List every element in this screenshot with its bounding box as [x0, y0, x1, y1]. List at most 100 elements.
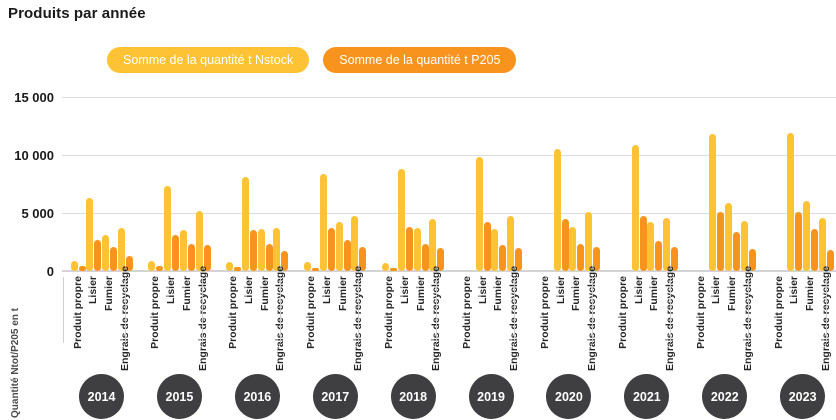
category-label: Lisier	[476, 276, 489, 305]
bar-p205[interactable]	[281, 251, 289, 271]
bar-p205[interactable]	[172, 235, 180, 271]
bar-nstock[interactable]	[226, 261, 234, 271]
bar-nstock[interactable]	[709, 134, 717, 271]
bar-nstock[interactable]	[70, 260, 78, 271]
group-separator	[280, 277, 282, 343]
bar-p205[interactable]	[203, 245, 211, 271]
bar-nstock[interactable]	[569, 226, 577, 271]
bar-nstock[interactable]	[491, 229, 499, 271]
bar-nstock[interactable]	[101, 235, 109, 271]
bar-nstock[interactable]	[257, 229, 265, 271]
bar-p205[interactable]	[327, 228, 335, 271]
bar-p205[interactable]	[499, 245, 507, 271]
bar-p205[interactable]	[795, 211, 803, 271]
bar-p205[interactable]	[312, 267, 320, 271]
bar-nstock[interactable]	[319, 173, 327, 271]
bar-nstock[interactable]	[397, 168, 405, 271]
bar-p205[interactable]	[515, 247, 523, 271]
bar-nstock[interactable]	[148, 260, 156, 271]
bar-p205[interactable]	[265, 244, 273, 271]
category-label: Produit propre	[461, 276, 473, 349]
bar-nstock[interactable]	[195, 210, 203, 271]
bar-nstock[interactable]	[164, 186, 172, 271]
x-axis-line	[62, 270, 836, 272]
year-badge: 2017	[312, 374, 358, 419]
bar-p205[interactable]	[483, 222, 491, 271]
bar-p205[interactable]	[109, 246, 117, 271]
bar-p205[interactable]	[94, 239, 102, 271]
bar-nstock[interactable]	[382, 262, 390, 271]
category-label: Fumier	[570, 276, 583, 312]
bar-p205[interactable]	[234, 266, 242, 271]
bar-nstock[interactable]	[273, 228, 281, 271]
bar-nstock[interactable]	[179, 230, 187, 271]
gridline	[62, 97, 836, 98]
bar-nstock[interactable]	[740, 221, 748, 271]
bar-p205[interactable]	[390, 268, 398, 271]
group-separator	[62, 277, 64, 343]
bar-p205[interactable]	[577, 244, 585, 271]
bar-p205[interactable]	[826, 250, 834, 271]
bar-nstock[interactable]	[647, 222, 655, 271]
bar-nstock[interactable]	[631, 144, 639, 271]
bar-p205[interactable]	[187, 244, 195, 271]
legend-item-nstock[interactable]: Somme de la quantité t Nstock	[107, 47, 310, 73]
category-label: Fumier	[648, 276, 661, 312]
category-label: Lisier	[320, 276, 333, 305]
bar-p205[interactable]	[250, 230, 257, 271]
bar-p205[interactable]	[343, 239, 351, 271]
category-label: Lisier	[243, 276, 255, 305]
bar-p205[interactable]	[733, 231, 741, 271]
bar-p205[interactable]	[405, 226, 413, 271]
bar-p205[interactable]	[593, 246, 600, 271]
category-label: Fumier	[726, 276, 739, 312]
bar-nstock[interactable]	[242, 177, 249, 271]
bar-p205[interactable]	[125, 255, 133, 271]
category-label: Fumier	[258, 276, 271, 312]
bar-nstock[interactable]	[351, 216, 359, 271]
bar-nstock[interactable]	[475, 157, 483, 271]
bar-p205[interactable]	[811, 229, 818, 271]
bar-nstock[interactable]	[429, 218, 437, 271]
category-label: Lisier	[788, 276, 801, 305]
legend-item-p205[interactable]: Somme de la quantité t P205	[323, 47, 517, 73]
group-separator	[202, 277, 204, 343]
y-tick-label: 5 000	[21, 206, 54, 221]
bar-nstock[interactable]	[413, 228, 421, 271]
bar-nstock[interactable]	[585, 211, 592, 271]
bar-nstock[interactable]	[335, 222, 343, 271]
bar-nstock[interactable]	[86, 197, 94, 271]
category-label: Lisier	[554, 276, 567, 305]
gridline	[62, 213, 836, 214]
bar-p205[interactable]	[78, 266, 86, 271]
category-label: Fumier	[804, 276, 816, 312]
bar-p205[interactable]	[421, 244, 429, 271]
bar-nstock[interactable]	[553, 149, 561, 271]
bar-p205[interactable]	[359, 246, 367, 271]
category-label: Produit propre	[616, 276, 629, 349]
category-label: Lisier	[165, 276, 178, 305]
bar-p205[interactable]	[639, 216, 647, 271]
bar-p205[interactable]	[717, 211, 725, 271]
category-label: Produit propre	[538, 276, 551, 349]
bar-nstock[interactable]	[725, 202, 733, 271]
bar-p205[interactable]	[561, 218, 569, 271]
bar-nstock[interactable]	[818, 217, 826, 271]
bar-nstock[interactable]	[803, 201, 810, 271]
bar-p205[interactable]	[748, 248, 756, 271]
category-label: Fumier	[414, 276, 427, 312]
y-tick-label: 15 000	[14, 90, 54, 105]
bar-nstock[interactable]	[304, 261, 312, 271]
bar-nstock[interactable]	[662, 217, 670, 271]
bar-nstock[interactable]	[787, 132, 795, 271]
bar-p205[interactable]	[156, 266, 164, 271]
year-badge: 2021	[624, 374, 670, 419]
legend: Somme de la quantité t Nstock Somme de l…	[107, 47, 517, 73]
bar-p205[interactable]	[437, 247, 445, 271]
bar-nstock[interactable]	[117, 228, 125, 271]
bar-p205[interactable]	[670, 246, 678, 271]
bar-nstock[interactable]	[507, 216, 515, 271]
group-separator	[591, 277, 593, 343]
bar-p205[interactable]	[655, 240, 663, 271]
